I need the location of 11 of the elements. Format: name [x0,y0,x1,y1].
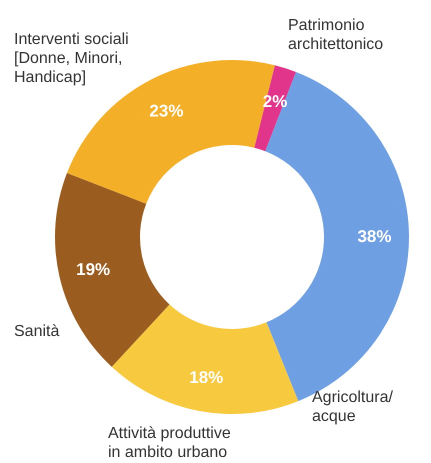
data-label: 38% [357,226,392,246]
donut-slice [112,304,298,414]
donut-slice [254,65,296,152]
slice-label: Attività produttive in ambito urbano [108,425,231,461]
data-label: 23% [149,101,184,120]
slice-label: Agricoltura/ acque [312,389,394,425]
data-label: 18% [189,368,224,388]
slice-label: Sanità [14,323,60,340]
data-label: 19% [76,260,110,280]
slice-label: Interventi sociali [Donne, Minori, Handicap] [14,31,129,86]
slice-label: Patrimonio architettonico [288,17,384,53]
